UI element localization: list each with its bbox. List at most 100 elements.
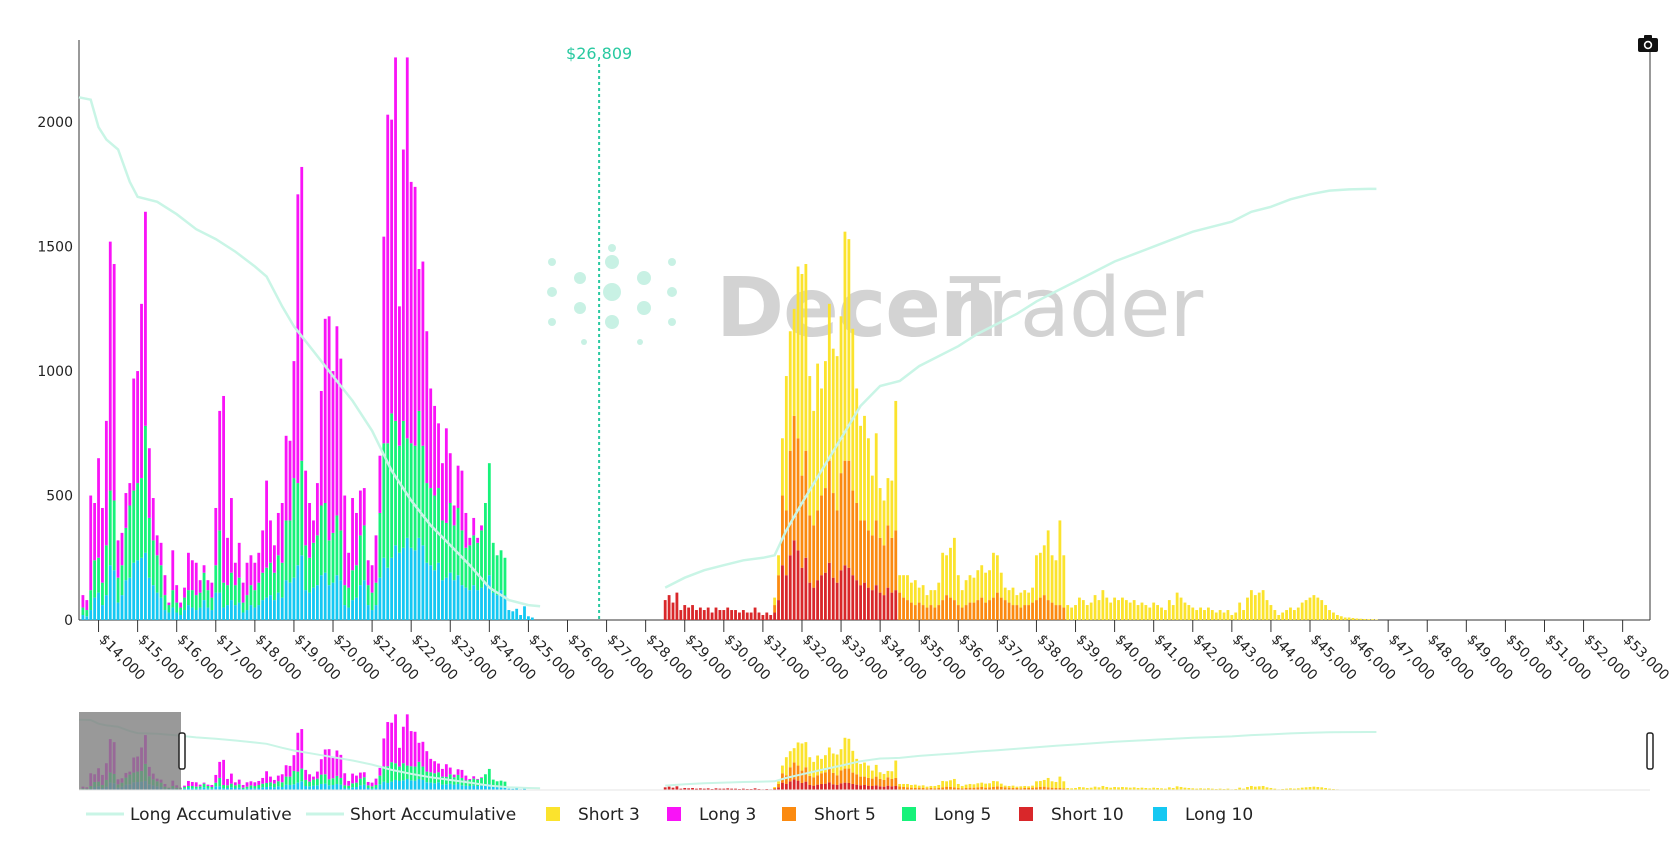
mini-bar-long-3	[241, 784, 245, 788]
bar-short-3	[941, 552, 945, 601]
mini-bar-short-3	[933, 785, 937, 789]
bar-short-3	[929, 590, 933, 606]
bar-long-5	[210, 597, 214, 611]
range-handle-right[interactable]	[1646, 732, 1654, 770]
bar-long-10	[472, 585, 476, 620]
bar-short-3	[1070, 607, 1074, 620]
bar-short-3	[1261, 590, 1265, 620]
mini-bar-long-5	[233, 785, 237, 788]
bar-short-10	[867, 587, 870, 620]
mini-bar-long-5	[241, 787, 245, 789]
bar-short-3	[831, 348, 835, 494]
bar-long-5	[151, 540, 155, 586]
bar-short-10	[757, 612, 761, 620]
legend-item-short3[interactable]: Short 3	[546, 805, 640, 825]
legend-item-long5[interactable]: Long 5	[902, 805, 991, 825]
bar-short-5	[843, 460, 847, 566]
bar-long-10	[491, 592, 495, 620]
mini-bar-short-5	[921, 787, 925, 790]
bar-long-3	[249, 555, 253, 586]
mini-bar-short-5	[933, 788, 937, 790]
bar-short-5	[925, 607, 929, 620]
range-handle-left[interactable]	[178, 732, 186, 770]
mini-bar-long-5	[362, 777, 366, 785]
bar-short-5	[851, 490, 855, 576]
mini-bar-long-5	[315, 778, 319, 786]
bar-short-3	[1191, 607, 1195, 620]
legend-item-short10[interactable]: Short 10	[1019, 805, 1124, 825]
bar-long-5	[441, 520, 444, 581]
legend-item-long10[interactable]: Long 10	[1153, 805, 1253, 825]
bar-long-3	[120, 532, 124, 566]
mini-bar-short-3	[1023, 785, 1027, 788]
bar-long-5	[315, 535, 319, 586]
bar-long-3	[230, 498, 233, 573]
mini-bar-long-3	[452, 774, 456, 778]
mini-bar-short-3	[1246, 786, 1249, 790]
mini-bar-long-3	[386, 722, 390, 767]
bar-short-5	[816, 510, 820, 581]
bar-short-3	[1109, 602, 1113, 620]
bar-long-3	[304, 470, 308, 546]
mini-bar-short-3	[1156, 787, 1159, 790]
bar-short-3	[1234, 612, 1238, 620]
bar-short-3	[1050, 555, 1054, 603]
bar-short-10	[796, 550, 800, 620]
range-slider[interactable]	[78, 712, 1654, 791]
mini-bar-short-3	[1183, 787, 1187, 790]
bar-long-3	[378, 455, 382, 513]
bar-short-3	[796, 266, 800, 439]
mini-bar-long-10	[183, 788, 186, 790]
bar-long-5	[81, 607, 85, 616]
bar-short-5	[968, 602, 972, 620]
bar-short-10	[851, 575, 855, 620]
bar-short-10	[816, 580, 820, 620]
mini-bar-short-3	[1253, 786, 1257, 790]
bar-long-5	[378, 512, 382, 578]
bar-long-5	[272, 572, 276, 601]
bar-long-5	[351, 570, 354, 601]
bar-short-10	[749, 612, 753, 620]
bar-short-3	[1132, 600, 1136, 620]
bar-long-3	[155, 535, 159, 556]
bar-long-10	[429, 565, 433, 620]
bar-long-3	[190, 560, 194, 591]
legend-item-short_accum[interactable]: Short Accumulative	[306, 805, 516, 825]
bar-long-3	[112, 264, 116, 501]
legend-item-short5[interactable]: Short 5	[782, 805, 876, 825]
legend-label: Long 5	[934, 805, 991, 825]
bar-long-3	[398, 306, 401, 446]
legend-label: Long 3	[699, 805, 756, 825]
mini-bar-long-3	[280, 774, 284, 783]
bar-short-3	[1199, 607, 1202, 620]
bar-long-3	[362, 488, 366, 526]
mini-bar-short-5	[956, 787, 960, 790]
bar-short-3	[781, 438, 784, 496]
bar-short-3	[1210, 610, 1214, 620]
mini-bar-long-3	[370, 782, 374, 787]
mini-bar-long-5	[202, 783, 206, 788]
bar-long-3	[433, 405, 437, 496]
bar-short-5	[1031, 602, 1034, 620]
mini-bar-long-3	[265, 771, 268, 783]
mini-bar-short-10	[894, 785, 898, 790]
mini-bar-long-3	[401, 726, 405, 764]
mini-bar-long-3	[202, 782, 206, 784]
bar-long-3	[335, 326, 339, 516]
bar-long-5	[339, 530, 343, 581]
y-tick-label: 2000	[37, 115, 73, 131]
mini-bar-short-10	[851, 783, 855, 790]
bar-long-5	[405, 438, 409, 538]
legend-item-long3[interactable]: Long 3	[667, 805, 756, 825]
camera-icon[interactable]	[1638, 35, 1658, 52]
legend-item-long_accum[interactable]: Long Accumulative	[86, 805, 292, 825]
mini-bar-short-10	[788, 781, 792, 790]
bar-short-10	[878, 592, 882, 620]
bar-short-10	[679, 610, 683, 620]
mini-bar-long-5	[437, 772, 440, 783]
mini-bar-short-5	[867, 777, 870, 786]
bar-short-3	[1062, 555, 1066, 608]
mini-bar-long-10	[405, 778, 409, 790]
watermark-dot	[574, 302, 586, 314]
mini-bar-long-10	[284, 784, 288, 790]
